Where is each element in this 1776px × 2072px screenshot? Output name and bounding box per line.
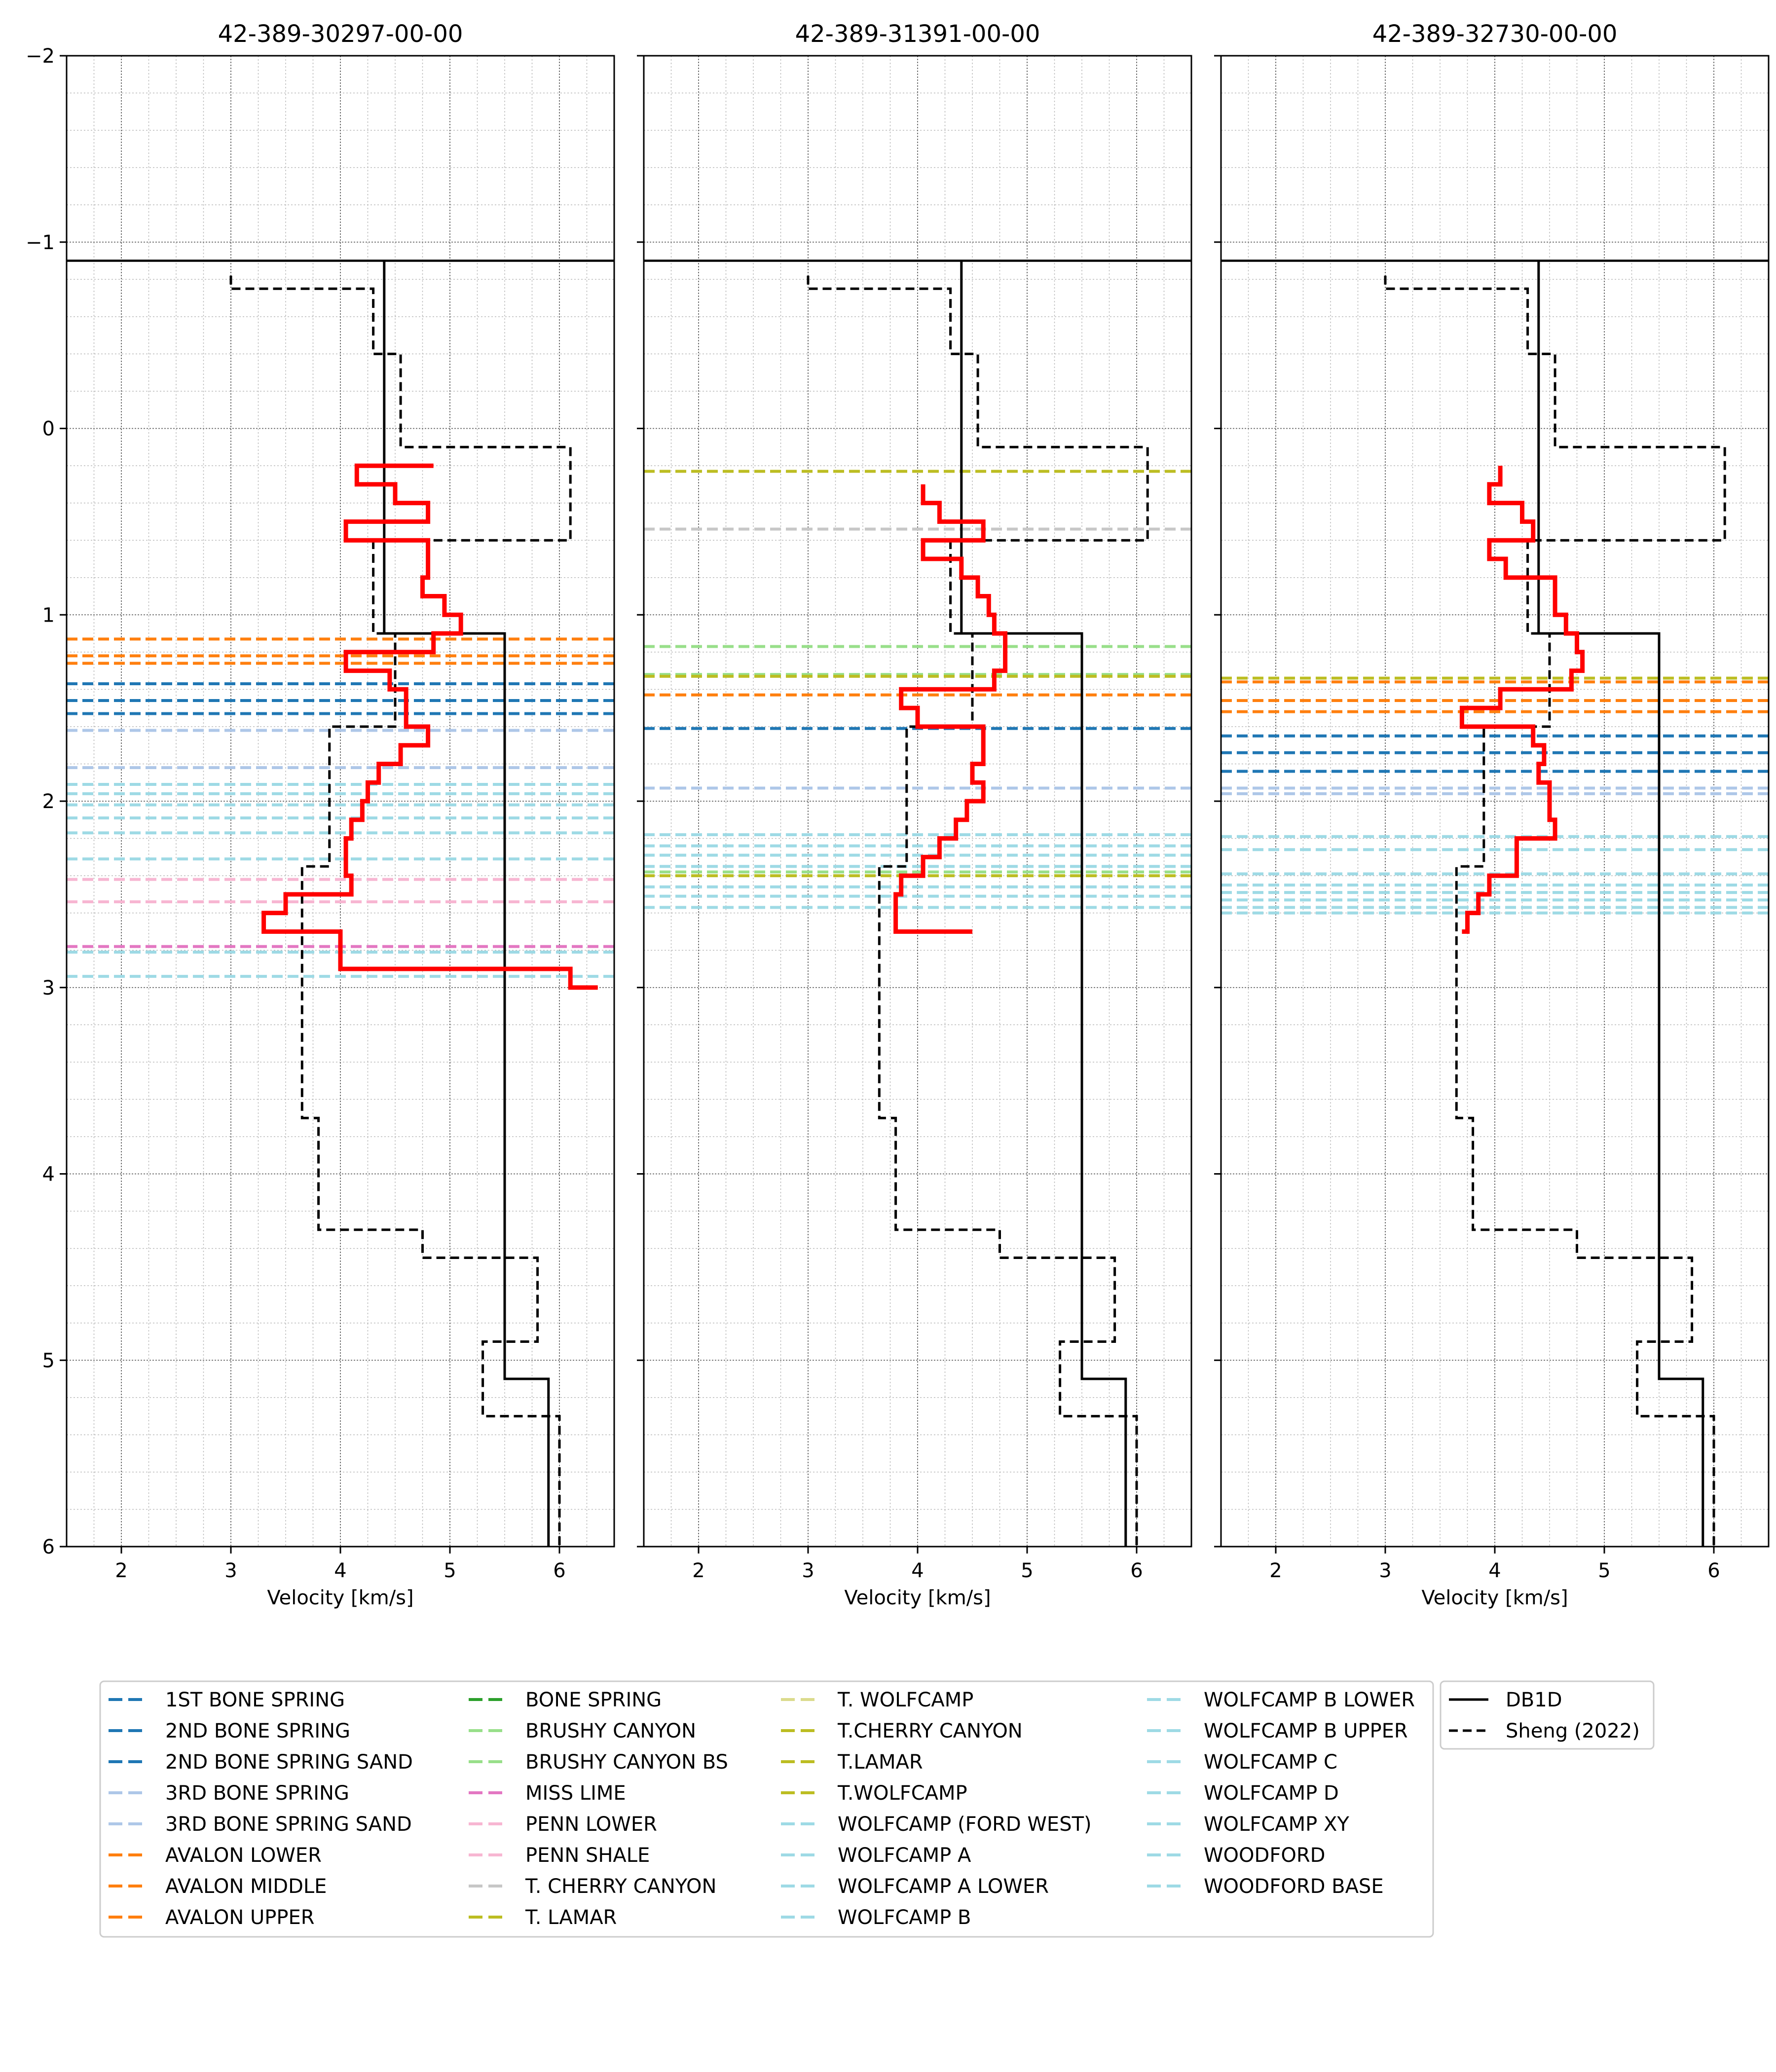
y-tick-label: 3	[42, 977, 55, 999]
panel-title: 42-389-30297-00-00	[218, 20, 463, 48]
legend-label: 3RD BONE SPRING SAND	[165, 1813, 412, 1836]
y-tick-label: 6	[42, 1536, 55, 1558]
legend-label: AVALON MIDDLE	[165, 1875, 327, 1898]
legend-label: DB1D	[1506, 1689, 1562, 1711]
legend-label: 1ST BONE SPRING	[165, 1689, 345, 1711]
sheng-line	[229, 275, 572, 1547]
legend-label: WOODFORD	[1204, 1844, 1325, 1867]
legend-label: T.CHERRY CANYON	[837, 1720, 1023, 1742]
legend-label: WOLFCAMP XY	[1204, 1813, 1349, 1836]
x-tick-label: 6	[1707, 1559, 1720, 1582]
legend-label: WOLFCAMP A	[838, 1844, 971, 1867]
legend-label: T.WOLFCAMP	[837, 1782, 967, 1805]
legend-models: DB1D Sheng (2022)	[1440, 1680, 1655, 1750]
panel-2: 2 3 4 5 6 42-389-31391-00-00 Velocity [km/s]	[637, 20, 1192, 1609]
x-tick-label: 5	[444, 1559, 456, 1582]
legend-label: BRUSHY CANYON	[525, 1720, 696, 1742]
legend-label: T. CHERRY CANYON	[525, 1875, 716, 1898]
x-tick-label: 2	[115, 1559, 127, 1582]
legend-label: WOLFCAMP (FORD WEST)	[838, 1813, 1092, 1836]
legend-label: AVALON UPPER	[165, 1906, 315, 1929]
legend-label: WOLFCAMP A LOWER	[838, 1875, 1049, 1898]
legend-label: 3RD BONE SPRING	[165, 1782, 349, 1805]
sheng-line	[807, 275, 1149, 1547]
x-tick-label: 6	[1130, 1559, 1143, 1582]
legend-formations: 1ST BONE SPRING 2ND BONE SPRING 2ND BONE S…	[99, 1680, 1434, 1938]
sheng-line	[1384, 275, 1726, 1547]
legend-label: PENN LOWER	[525, 1813, 657, 1836]
x-tick-label: 3	[224, 1559, 237, 1582]
x-tick-label: 3	[1379, 1559, 1391, 1582]
legend-label: WOLFCAMP B LOWER	[1204, 1689, 1415, 1711]
well-velocity-line	[261, 463, 598, 990]
legend-label: T. LAMAR	[525, 1906, 617, 1929]
db1d-line	[1537, 260, 1704, 1547]
well-velocity-line	[1459, 466, 1585, 934]
x-tick-label: 4	[1488, 1559, 1501, 1582]
legend-label: AVALON LOWER	[165, 1844, 322, 1867]
panel-title: 42-389-31391-00-00	[795, 20, 1040, 48]
x-axis-label: Velocity [km/s]	[1421, 1587, 1568, 1609]
y-tick-label: 2	[42, 790, 55, 813]
legend-label: MISS LIME	[525, 1782, 626, 1805]
legend-label: PENN SHALE	[525, 1844, 650, 1867]
x-tick-label: 4	[911, 1559, 924, 1582]
x-tick-label: 6	[553, 1559, 565, 1582]
y-tick-label: 5	[42, 1349, 55, 1372]
legend-label: 2ND BONE SPRING	[165, 1720, 350, 1742]
x-tick-label: 3	[802, 1559, 814, 1582]
legend-label: WOODFORD BASE	[1204, 1875, 1384, 1898]
legend-label: WOLFCAMP C	[1204, 1751, 1337, 1774]
legend-label: WOLFCAMP B	[838, 1906, 971, 1929]
x-tick-label: 2	[1269, 1559, 1282, 1582]
y-tick-label: 4	[42, 1163, 55, 1186]
legend-label: BRUSHY CANYON BS	[525, 1751, 728, 1774]
x-axis-label: Velocity [km/s]	[267, 1587, 413, 1609]
legend-box	[1440, 1680, 1655, 1750]
legend-label: T. WOLFCAMP	[837, 1689, 973, 1711]
x-tick-label: 5	[1021, 1559, 1033, 1582]
legend-label: WOLFCAMP D	[1204, 1782, 1339, 1805]
legend-label: 2ND BONE SPRING SAND	[165, 1751, 413, 1774]
panel-title: 42-389-32730-00-00	[1372, 20, 1618, 48]
db1d-line	[960, 260, 1127, 1547]
y-tick-label: 0	[42, 418, 55, 441]
legend-label: Sheng (2022)	[1506, 1720, 1640, 1742]
legend-label: BONE SPRING	[525, 1689, 662, 1711]
y-tick-label: −2	[26, 45, 55, 68]
y-tick-label: −1	[26, 231, 55, 254]
legend-label: T.LAMAR	[837, 1751, 923, 1774]
legend-label: WOLFCAMP B UPPER	[1204, 1720, 1408, 1742]
panel-1: 2 3 4 5 6 −2 −1 0 1 2 3 4 5 6 42-389-30297-00-00 Veloci…	[26, 20, 615, 1609]
panel-3: 2 3 4 5 6 42-389-32730-00-00 Velocity [km/s]	[1214, 20, 1770, 1609]
x-tick-label: 5	[1598, 1559, 1610, 1582]
legend-box	[99, 1680, 1434, 1938]
x-tick-label: 4	[334, 1559, 346, 1582]
well-velocity-line	[893, 484, 1008, 934]
db1d-line	[383, 260, 550, 1547]
y-tick-label: 1	[42, 604, 55, 627]
x-axis-label: Velocity [km/s]	[844, 1587, 991, 1609]
x-tick-label: 2	[692, 1559, 704, 1582]
